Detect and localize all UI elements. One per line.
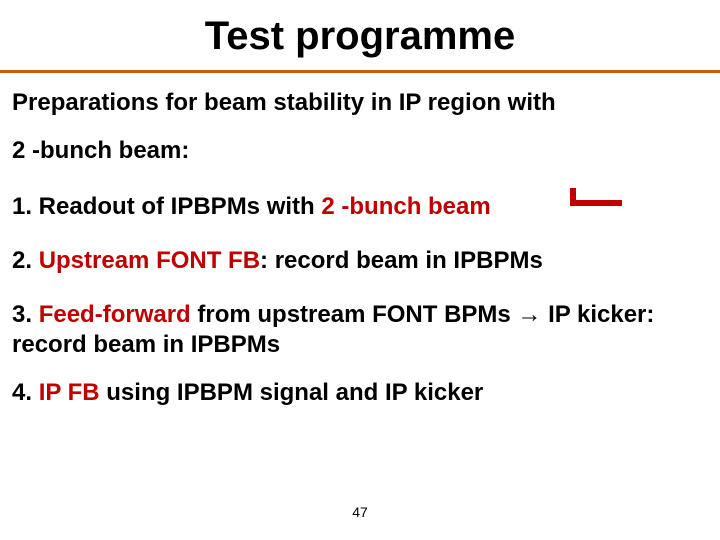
text-run: →: [517, 301, 541, 328]
body-line: 4. IP FB using IPBPM signal and IP kicke…: [12, 378, 708, 408]
text-run: 3.: [12, 301, 39, 328]
slide-title: Test programme: [0, 14, 720, 59]
text-run: 2 -bunch beam:: [12, 137, 189, 164]
body-line: 2 -bunch beam:: [12, 136, 708, 166]
text-run: from upstream FONT BPMs: [191, 301, 518, 328]
checkmark-icon: [570, 188, 622, 212]
text-run: 2.: [12, 247, 39, 274]
text-run: using IPBPM signal and IP kicker: [100, 379, 484, 406]
text-run: 1. Readout of IPBPMs with: [12, 193, 321, 220]
title-underline: [0, 70, 720, 73]
text-run: Feed-forward: [39, 301, 191, 328]
body-line: Preparations for beam stability in IP re…: [12, 88, 708, 118]
page-number: 47: [0, 504, 720, 520]
body-line: 3. Feed-forward from upstream FONT BPMs …: [12, 300, 708, 360]
text-run: Preparations for beam stability in IP re…: [12, 89, 556, 116]
body-text: Preparations for beam stability in IP re…: [12, 88, 708, 436]
text-run: 4.: [12, 379, 39, 406]
text-run: Upstream FONT FB: [39, 247, 260, 274]
slide: Test programme Preparations for beam sta…: [0, 0, 720, 540]
text-run: IP FB: [39, 379, 100, 406]
text-run: 2 -bunch beam: [321, 193, 490, 220]
text-run: : record beam in IPBPMs: [260, 247, 543, 274]
body-line: 2. Upstream FONT FB: record beam in IPBP…: [12, 246, 708, 276]
